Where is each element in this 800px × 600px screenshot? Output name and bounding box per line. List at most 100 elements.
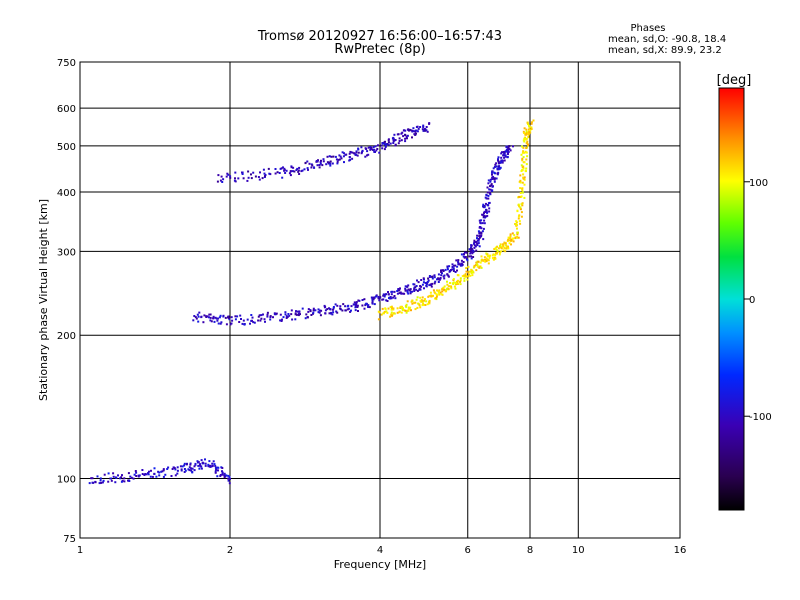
data-point bbox=[425, 126, 428, 128]
data-point bbox=[495, 165, 498, 168]
data-point bbox=[443, 285, 446, 288]
data-point bbox=[172, 466, 175, 469]
data-point bbox=[258, 314, 261, 317]
data-point bbox=[293, 170, 296, 173]
data-point bbox=[446, 288, 448, 291]
data-point bbox=[489, 193, 492, 196]
data-point bbox=[452, 278, 455, 281]
data-point bbox=[476, 237, 478, 240]
data-point bbox=[414, 130, 417, 133]
data-point bbox=[522, 146, 525, 149]
data-point bbox=[329, 160, 332, 163]
data-point bbox=[409, 292, 412, 295]
data-point bbox=[481, 222, 484, 225]
data-point bbox=[323, 304, 326, 307]
x-tick-label: 2 bbox=[227, 545, 233, 556]
data-point bbox=[317, 311, 320, 314]
data-point bbox=[355, 302, 358, 305]
data-point bbox=[523, 137, 526, 140]
data-point bbox=[319, 162, 322, 165]
data-point bbox=[141, 473, 144, 475]
data-point bbox=[267, 167, 270, 170]
data-point bbox=[383, 295, 386, 298]
data-point bbox=[143, 474, 146, 476]
data-point bbox=[508, 145, 511, 147]
data-point bbox=[225, 323, 228, 326]
data-point bbox=[428, 301, 431, 304]
data-point bbox=[487, 179, 490, 182]
data-point bbox=[526, 121, 529, 124]
plot-area: 1 2 4 6 8 10 16 75 100 200 300 400 500 600 750 bbox=[57, 58, 686, 556]
data-point bbox=[96, 475, 99, 478]
data-point bbox=[428, 294, 431, 297]
data-point bbox=[497, 247, 500, 250]
data-point bbox=[295, 169, 298, 171]
data-point bbox=[389, 315, 392, 318]
data-point bbox=[462, 255, 465, 258]
data-point bbox=[413, 133, 416, 136]
data-point bbox=[451, 263, 454, 266]
data-point bbox=[251, 316, 254, 319]
data-point bbox=[318, 164, 321, 166]
data-point bbox=[466, 259, 469, 262]
data-point bbox=[389, 306, 392, 309]
data-point bbox=[262, 313, 264, 316]
data-point bbox=[470, 251, 473, 254]
data-point bbox=[391, 307, 393, 309]
data-point bbox=[301, 169, 304, 172]
data-point bbox=[443, 277, 446, 280]
data-point bbox=[200, 315, 203, 318]
data-point bbox=[360, 146, 363, 149]
data-point bbox=[119, 477, 122, 480]
data-point bbox=[493, 178, 496, 181]
data-point bbox=[494, 257, 497, 260]
data-point bbox=[350, 151, 353, 154]
data-point bbox=[478, 236, 481, 239]
data-point bbox=[404, 289, 407, 292]
data-point bbox=[519, 192, 522, 194]
data-point bbox=[384, 140, 386, 143]
data-point bbox=[372, 146, 375, 149]
data-point bbox=[455, 259, 458, 262]
data-point bbox=[387, 143, 390, 146]
data-point bbox=[295, 310, 297, 313]
data-point bbox=[506, 240, 509, 242]
data-point bbox=[292, 166, 295, 169]
data-point bbox=[506, 145, 508, 148]
data-point bbox=[398, 137, 401, 140]
data-point bbox=[223, 472, 226, 475]
data-point bbox=[214, 471, 217, 474]
data-point bbox=[377, 144, 379, 147]
data-point bbox=[515, 221, 518, 224]
data-point bbox=[499, 166, 502, 169]
data-point bbox=[221, 467, 224, 469]
data-point bbox=[238, 321, 241, 323]
data-point bbox=[521, 169, 524, 172]
data-point bbox=[470, 245, 473, 248]
data-point bbox=[281, 318, 283, 321]
data-point bbox=[527, 133, 530, 136]
data-point bbox=[228, 318, 231, 321]
data-point bbox=[496, 167, 499, 170]
data-point bbox=[518, 195, 521, 198]
data-point bbox=[398, 292, 401, 295]
data-point bbox=[405, 305, 408, 308]
data-point bbox=[212, 315, 215, 318]
data-point bbox=[470, 268, 473, 271]
data-point bbox=[479, 235, 482, 238]
data-point bbox=[157, 470, 160, 473]
data-point bbox=[121, 474, 123, 477]
data-point bbox=[493, 166, 496, 168]
data-point bbox=[452, 264, 455, 267]
data-point bbox=[428, 302, 431, 305]
data-point bbox=[322, 160, 325, 163]
data-point bbox=[346, 308, 349, 311]
data-point bbox=[318, 311, 321, 314]
data-point bbox=[450, 287, 453, 290]
data-point bbox=[433, 276, 436, 279]
data-point bbox=[425, 284, 428, 287]
data-point bbox=[123, 480, 126, 483]
data-point bbox=[419, 296, 422, 299]
data-point bbox=[135, 471, 138, 474]
data-point bbox=[498, 167, 501, 169]
